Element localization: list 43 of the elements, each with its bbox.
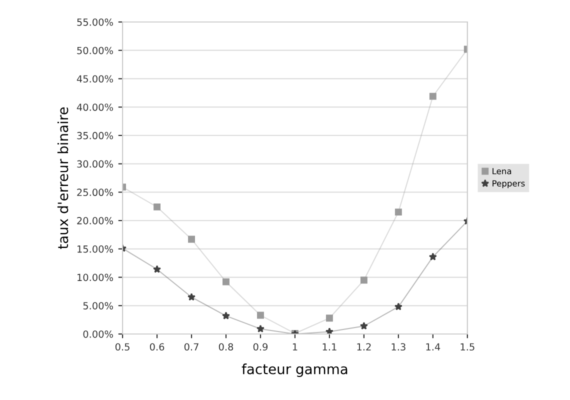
point (153, 265, 162, 273)
x-tick-label: 0.9 (253, 343, 268, 351)
y-tick-label: 10.00% (78, 274, 113, 282)
legend-label: Lena (492, 168, 512, 174)
point (394, 302, 402, 310)
y-tick-label: 15.00% (78, 245, 113, 253)
y-tick-label: 30.00% (77, 160, 113, 168)
y-tick-label: 50.00% (77, 46, 113, 54)
y-axis-title: taux d'erreur binaire (57, 107, 68, 249)
y-tick-label: 25.00% (77, 188, 113, 196)
point (428, 252, 437, 260)
point (360, 276, 368, 284)
y-tick-label: 0.00% (83, 330, 113, 338)
legend-label: Peppers (492, 180, 525, 188)
point (256, 324, 264, 332)
y-tick-label: 55.00% (77, 18, 113, 26)
y-tick-label: 45.00% (76, 75, 113, 83)
x-tick-label: 0.8 (218, 343, 234, 351)
point (394, 208, 402, 216)
point (257, 312, 264, 319)
point (222, 312, 230, 320)
x-tick-label: 1.2 (357, 343, 371, 350)
x-tick-label: 1.5 (460, 343, 474, 351)
x-tick-label: 1.4 (426, 343, 440, 350)
point (360, 322, 368, 330)
point (154, 203, 161, 210)
x-tick-label: 0.7 (184, 343, 198, 351)
y-tick-label: 40.00% (76, 104, 113, 111)
point (188, 236, 195, 243)
x-tick-label: 1 (292, 343, 298, 350)
point (222, 278, 230, 286)
x-tick-label: 0.5 (115, 343, 130, 351)
x-tick-label: 0.6 (150, 343, 164, 351)
y-tick-label: 5.00% (83, 302, 113, 310)
point (429, 92, 436, 100)
point (326, 314, 333, 322)
point (188, 292, 196, 301)
point (325, 328, 334, 334)
y-tick-label: 20.00% (77, 217, 113, 224)
x-tick-label: 1.1 (322, 343, 336, 350)
x-axis-title: facteur gamma (242, 364, 348, 377)
y-tick-label: 35.00% (77, 132, 113, 140)
x-tick-label: 1.3 (392, 343, 406, 351)
